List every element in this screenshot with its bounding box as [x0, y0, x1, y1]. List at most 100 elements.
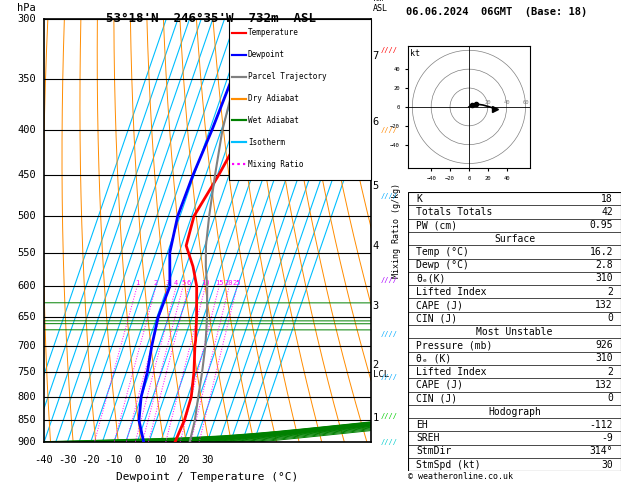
Text: 25: 25 [233, 280, 242, 286]
Text: 132: 132 [595, 380, 613, 390]
Text: ////: //// [381, 439, 398, 445]
Text: 900: 900 [17, 437, 36, 447]
Text: Mixing Ratio: Mixing Ratio [248, 160, 303, 169]
Text: 20: 20 [484, 100, 491, 105]
Text: Dewp (°C): Dewp (°C) [416, 260, 469, 270]
Text: 550: 550 [17, 248, 36, 258]
Text: Mixing Ratio (g/kg): Mixing Ratio (g/kg) [392, 183, 401, 278]
Text: Dry Adiabat: Dry Adiabat [248, 94, 299, 103]
Text: CIN (J): CIN (J) [416, 313, 457, 323]
Text: Mixing Ratio: Mixing Ratio [248, 160, 303, 169]
Text: 2: 2 [373, 360, 379, 370]
Text: 850: 850 [17, 415, 36, 425]
Text: Lifted Index: Lifted Index [416, 287, 487, 297]
Text: 10: 10 [201, 280, 209, 286]
Text: Dewpoint: Dewpoint [248, 50, 285, 59]
Text: 60: 60 [522, 100, 529, 105]
Text: -112: -112 [589, 420, 613, 430]
Text: PW (cm): PW (cm) [416, 220, 457, 230]
Text: 0: 0 [607, 313, 613, 323]
Text: 350: 350 [17, 74, 36, 84]
Text: 53°18'N  246°35'W  732m  ASL: 53°18'N 246°35'W 732m ASL [106, 12, 316, 25]
Text: 18: 18 [601, 193, 613, 204]
Text: Totals Totals: Totals Totals [416, 207, 493, 217]
Text: 2.8: 2.8 [595, 260, 613, 270]
Text: 650: 650 [17, 312, 36, 322]
Text: -30: -30 [58, 455, 77, 465]
Text: θₑ(K): θₑ(K) [416, 274, 445, 283]
Text: 600: 600 [17, 281, 36, 291]
Text: 6: 6 [187, 280, 191, 286]
Text: Wet Adiabat: Wet Adiabat [248, 116, 299, 125]
Text: kt: kt [410, 49, 420, 58]
Text: 450: 450 [17, 171, 36, 180]
Text: ////: //// [381, 374, 398, 380]
Text: © weatheronline.co.uk: © weatheronline.co.uk [408, 472, 513, 481]
Text: Surface: Surface [494, 234, 535, 243]
Text: 2: 2 [607, 287, 613, 297]
Text: 0: 0 [134, 455, 140, 465]
Text: 20: 20 [225, 280, 233, 286]
Text: 132: 132 [595, 300, 613, 310]
Text: ////: //// [381, 413, 398, 419]
Text: 3: 3 [165, 280, 170, 286]
Text: 7: 7 [373, 51, 379, 61]
Text: 4: 4 [373, 241, 379, 251]
Text: ////: //// [381, 47, 398, 53]
Bar [229, 19, 371, 180]
Text: -10: -10 [104, 455, 123, 465]
Text: 42: 42 [601, 207, 613, 217]
Text: 500: 500 [17, 211, 36, 221]
Text: -9: -9 [601, 433, 613, 443]
Text: ////: //// [381, 277, 398, 283]
Text: 6: 6 [373, 118, 379, 127]
Text: SREH: SREH [416, 433, 440, 443]
Text: 10: 10 [154, 455, 167, 465]
Text: 2: 2 [607, 366, 613, 377]
Text: 1: 1 [135, 280, 139, 286]
Text: 30: 30 [601, 460, 613, 470]
Text: Most Unstable: Most Unstable [476, 327, 553, 337]
Text: Wet Adiabat: Wet Adiabat [248, 116, 299, 125]
Text: θₑ (K): θₑ (K) [416, 353, 452, 364]
Text: 40: 40 [503, 100, 510, 105]
Text: 06.06.2024  06GMT  (Base: 18): 06.06.2024 06GMT (Base: 18) [406, 7, 587, 17]
Text: 20: 20 [177, 455, 190, 465]
Text: CAPE (J): CAPE (J) [416, 380, 463, 390]
Text: Temp (°C): Temp (°C) [416, 247, 469, 257]
Text: 310: 310 [595, 353, 613, 364]
Text: StmDir: StmDir [416, 447, 452, 456]
Text: 30: 30 [201, 455, 213, 465]
Text: Isotherm: Isotherm [248, 138, 285, 147]
Text: Dry Adiabat: Dry Adiabat [248, 94, 299, 103]
Text: 5: 5 [181, 280, 185, 286]
Text: 1: 1 [373, 413, 379, 423]
Text: 5: 5 [373, 181, 379, 191]
Text: Dewpoint: Dewpoint [248, 50, 285, 59]
Text: Pressure (mb): Pressure (mb) [416, 340, 493, 350]
Text: K: K [416, 193, 422, 204]
Text: CIN (J): CIN (J) [416, 393, 457, 403]
Text: EH: EH [416, 420, 428, 430]
Text: 700: 700 [17, 341, 36, 350]
Text: Parcel Trajectory: Parcel Trajectory [248, 72, 326, 81]
Text: 3: 3 [373, 301, 379, 311]
Text: 0: 0 [607, 393, 613, 403]
Text: 310: 310 [595, 274, 613, 283]
Text: 300: 300 [17, 15, 36, 24]
Text: 314°: 314° [589, 447, 613, 456]
Text: Temperature: Temperature [248, 28, 299, 37]
Text: Isotherm: Isotherm [248, 138, 285, 147]
Text: 400: 400 [17, 125, 36, 135]
Text: Dewpoint / Temperature (°C): Dewpoint / Temperature (°C) [116, 472, 299, 482]
Text: -20: -20 [81, 455, 100, 465]
Text: ////: //// [381, 193, 398, 199]
Text: 0.95: 0.95 [589, 220, 613, 230]
Text: ////: //// [381, 127, 398, 133]
Text: ////: //// [381, 331, 398, 337]
Text: 4: 4 [174, 280, 179, 286]
Text: CAPE (J): CAPE (J) [416, 300, 463, 310]
Text: Parcel Trajectory: Parcel Trajectory [248, 72, 326, 81]
Text: LCL: LCL [373, 370, 389, 379]
Text: 15: 15 [215, 280, 223, 286]
